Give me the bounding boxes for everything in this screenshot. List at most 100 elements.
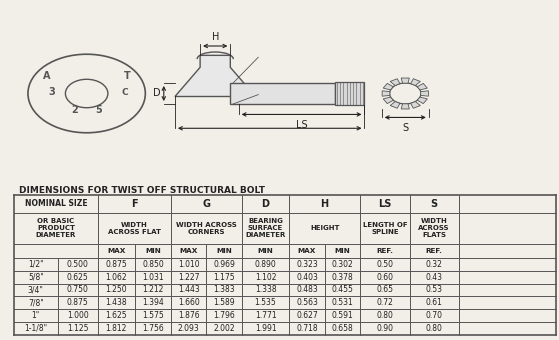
Text: C: C	[121, 88, 128, 97]
Polygon shape	[411, 79, 420, 85]
Text: 0.80: 0.80	[426, 324, 443, 333]
Text: 1.660: 1.660	[178, 298, 200, 307]
Text: 5: 5	[96, 105, 102, 115]
Text: 1.212: 1.212	[142, 286, 164, 294]
Text: LENGTH OF
SPLINE: LENGTH OF SPLINE	[363, 222, 407, 235]
Text: 1.010: 1.010	[178, 260, 200, 269]
Text: 5/8": 5/8"	[28, 273, 44, 282]
Text: 1.589: 1.589	[214, 298, 235, 307]
Text: 0.850: 0.850	[142, 260, 164, 269]
Text: 0.90: 0.90	[376, 324, 394, 333]
Text: 2.093: 2.093	[178, 324, 200, 333]
Text: HEIGHT: HEIGHT	[310, 225, 339, 231]
Text: 0.890: 0.890	[255, 260, 277, 269]
Text: 2.002: 2.002	[214, 324, 235, 333]
Text: 1.812: 1.812	[106, 324, 127, 333]
Text: BEARING
SURFACE
DIAMETER: BEARING SURFACE DIAMETER	[245, 218, 286, 238]
Text: MIN: MIN	[216, 248, 232, 254]
Text: MIN: MIN	[145, 248, 161, 254]
Text: LS: LS	[296, 120, 307, 130]
Text: 0.65: 0.65	[376, 286, 394, 294]
Polygon shape	[390, 79, 400, 85]
Text: 0.969: 0.969	[213, 260, 235, 269]
Text: 0.60: 0.60	[376, 273, 394, 282]
Text: 1.771: 1.771	[255, 311, 276, 320]
Text: 1.383: 1.383	[214, 286, 235, 294]
Text: 0.32: 0.32	[426, 260, 443, 269]
Text: 0.531: 0.531	[331, 298, 353, 307]
Text: 0.718: 0.718	[296, 324, 318, 333]
Text: 0.483: 0.483	[296, 286, 318, 294]
Text: 0.591: 0.591	[331, 311, 353, 320]
Polygon shape	[390, 102, 400, 108]
Text: 0.455: 0.455	[331, 286, 353, 294]
Text: MIN: MIN	[258, 248, 273, 254]
Text: 1.443: 1.443	[178, 286, 200, 294]
Text: 0.80: 0.80	[376, 311, 394, 320]
Text: 3/4": 3/4"	[28, 286, 44, 294]
Text: 0.323: 0.323	[296, 260, 318, 269]
Text: F: F	[131, 199, 138, 208]
Text: WIDTH
ACROSS
FLATS: WIDTH ACROSS FLATS	[419, 218, 450, 238]
Text: 0.61: 0.61	[426, 298, 443, 307]
Polygon shape	[383, 97, 394, 104]
Text: 0.53: 0.53	[426, 286, 443, 294]
Text: 1.438: 1.438	[106, 298, 127, 307]
Polygon shape	[417, 83, 427, 90]
Polygon shape	[411, 102, 420, 108]
Text: 0.50: 0.50	[376, 260, 394, 269]
Text: H: H	[321, 199, 329, 208]
Text: 0.875: 0.875	[67, 298, 89, 307]
Text: 0.70: 0.70	[426, 311, 443, 320]
Text: MAX: MAX	[107, 248, 126, 254]
Polygon shape	[230, 83, 335, 104]
Text: WIDTH ACROSS
CORNERS: WIDTH ACROSS CORNERS	[176, 222, 237, 235]
Text: MAX: MAX	[179, 248, 198, 254]
Text: 0.750: 0.750	[67, 286, 89, 294]
Text: 1.175: 1.175	[214, 273, 235, 282]
Polygon shape	[382, 91, 390, 96]
Text: G: G	[202, 199, 211, 208]
Text: A: A	[42, 71, 50, 81]
Text: REF.: REF.	[376, 248, 394, 254]
Text: 1.575: 1.575	[142, 311, 164, 320]
Text: 1.991: 1.991	[255, 324, 276, 333]
Text: 0.302: 0.302	[331, 260, 353, 269]
Text: 0.43: 0.43	[426, 273, 443, 282]
Polygon shape	[417, 97, 427, 104]
Text: WIDTH
ACROSS FLAT: WIDTH ACROSS FLAT	[108, 222, 161, 235]
Text: MIN: MIN	[334, 248, 350, 254]
Text: 1.756: 1.756	[142, 324, 164, 333]
Text: 1-1/8": 1-1/8"	[24, 324, 48, 333]
Text: 1.062: 1.062	[106, 273, 127, 282]
Text: H: H	[211, 32, 219, 41]
Text: OR BASIC
PRODUCT
DIAMETER: OR BASIC PRODUCT DIAMETER	[36, 218, 76, 238]
Text: 1.394: 1.394	[142, 298, 164, 307]
Text: 0.658: 0.658	[331, 324, 353, 333]
Polygon shape	[401, 78, 409, 83]
Text: 1.125: 1.125	[67, 324, 88, 333]
Text: 1.535: 1.535	[255, 298, 277, 307]
Polygon shape	[383, 83, 394, 90]
Text: LS: LS	[378, 199, 391, 208]
Text: S: S	[402, 123, 408, 133]
Text: 0.627: 0.627	[296, 311, 318, 320]
Polygon shape	[421, 91, 428, 96]
Text: 0.72: 0.72	[376, 298, 394, 307]
Text: REF.: REF.	[426, 248, 443, 254]
Text: 3: 3	[49, 87, 55, 97]
Text: 0.875: 0.875	[106, 260, 127, 269]
Text: 7/8": 7/8"	[28, 298, 44, 307]
Text: D: D	[262, 199, 269, 208]
Text: 0.625: 0.625	[67, 273, 89, 282]
Text: 0.563: 0.563	[296, 298, 318, 307]
Polygon shape	[335, 82, 364, 105]
Polygon shape	[401, 104, 409, 109]
Text: 1.796: 1.796	[213, 311, 235, 320]
Text: 1.250: 1.250	[106, 286, 127, 294]
Text: 2: 2	[71, 105, 78, 115]
Text: 1.102: 1.102	[255, 273, 276, 282]
Text: T: T	[124, 71, 130, 81]
Text: 1.227: 1.227	[178, 273, 200, 282]
Text: 0.378: 0.378	[331, 273, 353, 282]
